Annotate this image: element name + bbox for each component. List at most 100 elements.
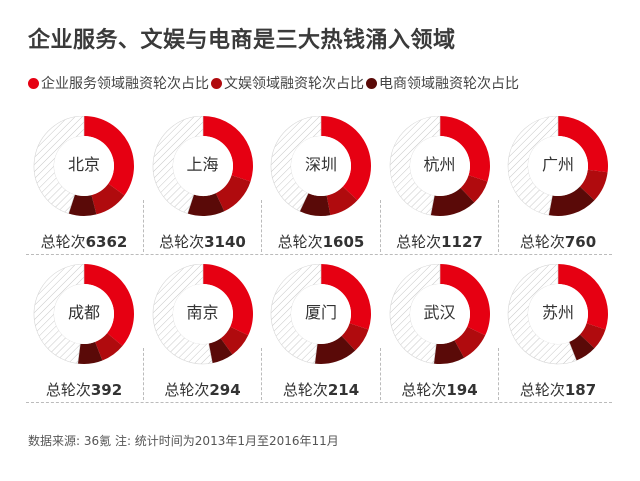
total-rounds-value: 3140: [204, 233, 246, 251]
donut-segment-enterprise: [558, 116, 609, 173]
donut-segment-entertainment: [326, 186, 358, 216]
city-label: 成都: [67, 303, 100, 322]
donut-segment-ecommerce: [187, 193, 224, 216]
donut-segment-ecommerce: [77, 341, 103, 365]
city-label: 上海: [186, 155, 219, 174]
divider-vertical: [142, 200, 144, 252]
donut-segment-ecommerce: [314, 335, 356, 365]
donut-hole: [528, 136, 588, 196]
total-rounds-value: 6362: [85, 233, 128, 251]
total-rounds-value: 760: [564, 233, 597, 251]
donut-segment-entertainment: [341, 323, 369, 351]
divider-horizontal: [26, 254, 612, 255]
total-rounds-value: 1127: [441, 233, 483, 251]
donut-cell-1: 北京总轮次6362: [26, 116, 142, 256]
donut-segment-entertainment: [579, 323, 606, 349]
donut-segment-other: [507, 264, 577, 365]
donut-cell-8: 厦门总轮次214: [263, 264, 379, 404]
donut-segment-enterprise: [321, 116, 372, 201]
donut-segment-ecommerce: [68, 194, 97, 216]
total-rounds-label: 总轮次187: [500, 379, 616, 400]
donut-chart: [152, 116, 253, 216]
donut-cell-3: 深圳总轮次1605: [263, 116, 379, 256]
donut-segment-entertainment: [95, 333, 123, 361]
donut-hole: [409, 284, 470, 344]
donut-cell-5: 广州总轮次760: [500, 116, 616, 256]
legend-item-enterprise: 企业服务领域融资轮次占比: [28, 73, 209, 93]
total-rounds-prefix: 总轮次: [159, 233, 205, 251]
donut-segment-enterprise: [439, 116, 490, 182]
donut-chart: [33, 264, 135, 365]
total-rounds-prefix: 总轮次: [40, 233, 86, 251]
legend-label-ecommerce: 电商领域融资轮次占比: [379, 76, 519, 92]
donut-cell-10: 苏州 总轮次187: [500, 264, 616, 404]
total-rounds-label: 总轮次760: [500, 231, 616, 252]
total-rounds-value: 214: [327, 381, 360, 399]
divider-vertical: [261, 200, 262, 252]
donut-segment-enterprise: [84, 116, 134, 196]
donut-segment-entertainment: [91, 183, 125, 215]
donut-hole: [172, 284, 233, 344]
city-label: 北京: [67, 155, 100, 174]
total-rounds-value: 294: [209, 381, 241, 399]
donut-cell-4: 杭州总轮次1127: [382, 116, 498, 256]
donut-segment-ecommerce: [430, 187, 474, 216]
divider-horizontal: [26, 402, 612, 403]
total-rounds-value: 1605: [322, 233, 365, 251]
total-rounds-label: 总轮次1127: [382, 231, 498, 252]
donut-cell-6: 成都总轮次392: [26, 264, 142, 404]
divider-vertical: [142, 348, 144, 400]
donut-chart: [152, 264, 253, 365]
divider-vertical: [379, 348, 381, 400]
total-rounds-prefix: 总轮次: [277, 233, 323, 251]
donut-segment-enterprise: [321, 264, 371, 330]
total-rounds-label: 总轮次6362: [26, 231, 142, 252]
donut-chart: [389, 116, 490, 216]
city-label: 深圳: [304, 155, 337, 174]
donut-segment-enterprise: [439, 264, 490, 336]
total-rounds-label: 总轮次1605: [263, 231, 379, 252]
total-rounds-label: 总轮次392: [26, 379, 142, 400]
source-note: 数据来源: 36氪 注: 统计时间为2013年1月至2016年11月: [28, 434, 339, 448]
donut-chart: [270, 116, 372, 216]
donut-segment-ecommerce: [433, 340, 464, 365]
legend-item-entertainment: 文娱领域融资轮次占比: [211, 73, 364, 93]
city-label: 广州: [541, 155, 574, 174]
divider-vertical: [498, 200, 499, 252]
donut-hole: [172, 136, 233, 196]
total-rounds-label: 总轮次294: [145, 379, 261, 400]
donut-segment-entertainment: [453, 326, 485, 358]
total-rounds-prefix: 总轮次: [519, 381, 565, 399]
divider-vertical: [379, 200, 381, 252]
total-rounds-label: 总轮次214: [263, 379, 379, 400]
total-rounds-prefix: 总轮次: [401, 381, 447, 399]
donut-hole: [409, 136, 470, 196]
total-rounds-label: 总轮次194: [382, 379, 498, 400]
legend-swatch-enterprise: [28, 77, 39, 89]
donut-chart: [270, 264, 371, 365]
donut-hole: [291, 284, 351, 344]
donut-cell-2: 上海总轮次3140: [145, 116, 261, 256]
city-label: 厦门: [304, 303, 337, 322]
total-rounds-prefix: 总轮次: [45, 381, 91, 399]
donut-cell-7: 南京总轮次294: [145, 264, 261, 404]
city-label: 南京: [186, 303, 219, 322]
legend-swatch-entertainment: [211, 77, 222, 89]
total-rounds-label: 总轮次3140: [145, 231, 261, 252]
donut-segment-entertainment: [460, 175, 488, 203]
divider-vertical: [261, 348, 262, 400]
donut-hole: [291, 136, 351, 196]
total-rounds-value: 187: [564, 381, 597, 399]
donut-chart: [507, 264, 608, 365]
chart-title: 企业服务、文娱与电商是三大热钱涌入领域: [28, 28, 456, 53]
donut-segment-enterprise: [558, 264, 608, 330]
city-label: 杭州: [423, 155, 456, 174]
donut-hole: [54, 136, 114, 196]
donut-segment-ecommerce: [208, 338, 232, 364]
total-rounds-prefix: 总轮次: [164, 381, 210, 399]
donut-segment-enterprise: [84, 264, 135, 346]
donut-segment-entertainment: [215, 175, 251, 212]
donut-segment-ecommerce: [569, 334, 595, 361]
city-label: 武汉: [423, 303, 456, 322]
legend-swatch-ecommerce: [366, 77, 377, 89]
